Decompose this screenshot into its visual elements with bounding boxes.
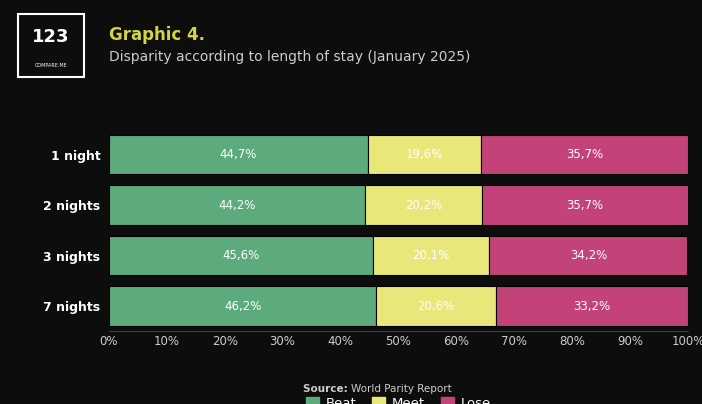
- Text: 35,7%: 35,7%: [566, 148, 603, 161]
- Text: World Parity Report: World Parity Report: [351, 384, 452, 394]
- Bar: [496, 286, 688, 326]
- Bar: [376, 286, 496, 326]
- FancyBboxPatch shape: [18, 14, 84, 77]
- Text: 34,2%: 34,2%: [570, 249, 607, 262]
- Text: 19,6%: 19,6%: [406, 148, 443, 161]
- Bar: [365, 185, 482, 225]
- Text: 44,7%: 44,7%: [220, 148, 257, 161]
- Bar: [109, 236, 373, 275]
- Text: 33,2%: 33,2%: [574, 299, 610, 313]
- Text: 20,2%: 20,2%: [404, 198, 442, 212]
- Bar: [368, 135, 481, 174]
- Text: Source:: Source:: [303, 384, 351, 394]
- Bar: [109, 185, 365, 225]
- Text: 35,7%: 35,7%: [567, 198, 604, 212]
- Legend: Beat, Meet, Lose: Beat, Meet, Lose: [300, 392, 496, 404]
- Bar: [489, 236, 687, 275]
- Text: 20,1%: 20,1%: [413, 249, 450, 262]
- Text: Graphic 4.: Graphic 4.: [109, 26, 205, 44]
- Bar: [109, 135, 368, 174]
- Bar: [373, 236, 489, 275]
- Text: 45,6%: 45,6%: [223, 249, 260, 262]
- Text: 44,2%: 44,2%: [218, 198, 256, 212]
- Bar: [109, 286, 376, 326]
- Text: COMPARE.ME: COMPARE.ME: [34, 63, 67, 68]
- Text: 123: 123: [32, 28, 69, 46]
- Bar: [482, 185, 689, 225]
- Bar: [481, 135, 688, 174]
- Text: 46,2%: 46,2%: [224, 299, 261, 313]
- Text: 20,6%: 20,6%: [418, 299, 455, 313]
- Text: Disparity according to length of stay (January 2025): Disparity according to length of stay (J…: [109, 50, 470, 65]
